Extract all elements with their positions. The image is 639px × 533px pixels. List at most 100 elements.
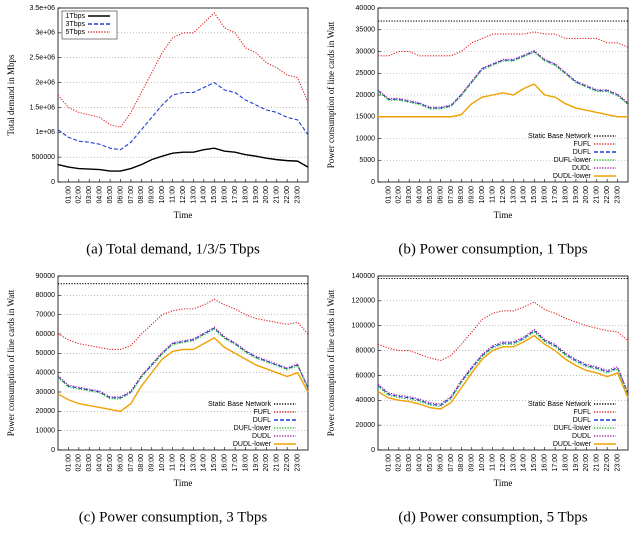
x-tick-label: 03:00	[406, 186, 413, 204]
x-tick-label: 15:00	[211, 454, 218, 472]
x-tick-label: 03:00	[86, 454, 93, 472]
legend-label: DUDL-lower	[553, 173, 592, 180]
x-tick-label: 01:00	[385, 454, 392, 472]
series-line	[377, 50, 629, 109]
y-tick-label: 3.5e+06	[30, 5, 56, 12]
y-tick-label: 10000	[36, 428, 56, 435]
y-tick-label: 3e+06	[35, 30, 55, 37]
x-tick-label: 10:00	[479, 186, 486, 204]
x-tick-label: 19:00	[253, 454, 260, 472]
x-tick-label: 04:00	[417, 186, 424, 204]
y-tick-label: 20000	[356, 92, 376, 99]
x-tick-label: 01:00	[65, 186, 72, 204]
x-tick-label: 07:00	[128, 454, 135, 472]
x-tick-label: 15:00	[531, 454, 538, 472]
x-tick-label: 21:00	[274, 186, 281, 204]
x-tick-label: 03:00	[86, 186, 93, 204]
y-tick-label: 5000	[359, 157, 375, 164]
series-line	[57, 327, 309, 399]
x-axis-label: Time	[494, 478, 513, 488]
legend-label: Static Base Network	[528, 133, 592, 140]
series-line	[378, 83, 628, 118]
x-tick-label: 22:00	[284, 454, 291, 472]
x-tick-label: 14:00	[521, 454, 528, 472]
y-tick-label: 30000	[356, 48, 376, 55]
legend-label: 5Tbps	[66, 29, 86, 36]
y-tick-label: 2.5e+06	[30, 55, 56, 62]
panel: 0 500000 1e+06 1.5e+06 2e+06 2.5e+06 3e+06 3.5e…	[6, 5, 309, 257]
x-tick-label: 12:00	[180, 186, 187, 204]
x-tick-label: 18:00	[242, 454, 249, 472]
x-tick-label: 16:00	[542, 186, 549, 204]
y-tick-label: 1.5e+06	[30, 104, 56, 111]
x-tick-label: 10:00	[479, 454, 486, 472]
x-tick-label: 22:00	[604, 186, 611, 204]
x-tick-label: 06:00	[117, 454, 124, 472]
x-tick-label: 18:00	[242, 186, 249, 204]
x-tick-label: 04:00	[97, 454, 104, 472]
x-tick-label: 21:00	[594, 454, 601, 472]
x-tick-label: 13:00	[190, 454, 197, 472]
caption: (c) Power consumption, 3 Tbps	[79, 509, 268, 525]
x-tick-label: 13:00	[510, 186, 517, 204]
y-tick-label: 40000	[356, 397, 376, 404]
x-tick-label: 10:00	[159, 186, 166, 204]
y-tick-label: 70000	[36, 312, 56, 319]
x-tick-label: 20:00	[583, 186, 590, 204]
x-tick-label: 23:00	[294, 454, 301, 472]
panel: 0 10000 20000 30000 40000 50000 60000 70000 8000…	[6, 273, 309, 525]
x-tick-label: 10:00	[159, 454, 166, 472]
y-tick-label: 40000	[356, 5, 376, 12]
y-axis-label: Power consumption of line cards in Watt	[326, 21, 336, 168]
x-tick-label: 09:00	[149, 186, 156, 204]
legend-label: DUDL	[252, 433, 271, 440]
x-tick-label: 20:00	[263, 186, 270, 204]
y-tick-label: 90000	[36, 273, 56, 280]
x-tick-label: 09:00	[469, 186, 476, 204]
x-tick-label: 08:00	[138, 186, 145, 204]
x-tick-label: 09:00	[149, 454, 156, 472]
y-tick-label: 40000	[36, 370, 56, 377]
x-tick-label: 22:00	[604, 454, 611, 472]
x-tick-label: 11:00	[169, 454, 176, 471]
x-tick-label: 21:00	[594, 186, 601, 204]
x-tick-label: 23:00	[294, 186, 301, 204]
x-tick-label: 14:00	[201, 186, 208, 204]
y-tick-label: 500000	[32, 154, 55, 161]
y-tick-label: 80000	[356, 347, 376, 354]
x-axis-label: Time	[174, 210, 193, 220]
x-tick-label: 02:00	[396, 454, 403, 472]
y-tick-label: 0	[51, 179, 55, 186]
y-axis-label: Total demand in Mbps	[6, 54, 16, 136]
y-tick-label: 20000	[36, 408, 56, 415]
x-tick-label: 03:00	[406, 454, 413, 472]
x-tick-label: 04:00	[97, 186, 104, 204]
y-axis-label: Power consumption of line cards in Watt	[326, 289, 336, 436]
y-tick-label: 120000	[352, 298, 375, 305]
x-tick-label: 12:00	[500, 454, 507, 472]
series-line	[377, 328, 629, 405]
x-tick-label: 17:00	[232, 186, 239, 204]
legend-label: FUFL	[574, 409, 592, 416]
series-line	[57, 328, 309, 400]
series-line	[57, 326, 309, 398]
x-axis-label: Time	[494, 210, 513, 220]
series-line	[377, 51, 629, 110]
y-tick-label: 2e+06	[35, 79, 55, 86]
x-tick-label: 08:00	[458, 454, 465, 472]
legend-label: DUFL	[573, 417, 591, 424]
x-tick-label: 13:00	[510, 454, 517, 472]
legend-label: DUDL	[572, 165, 591, 172]
legend-label: 1Tbps	[66, 13, 86, 20]
x-tick-label: 08:00	[458, 186, 465, 204]
legend-label: DUFL-lower	[554, 157, 592, 164]
y-tick-label: 140000	[352, 273, 375, 280]
x-tick-label: 17:00	[552, 186, 559, 204]
x-tick-label: 12:00	[500, 186, 507, 204]
y-tick-label: 20000	[356, 422, 376, 429]
x-tick-label: 23:00	[614, 454, 621, 472]
legend-label: DUFL-lower	[234, 425, 272, 432]
y-tick-label: 100000	[352, 323, 375, 330]
y-tick-label: 10000	[356, 135, 376, 142]
